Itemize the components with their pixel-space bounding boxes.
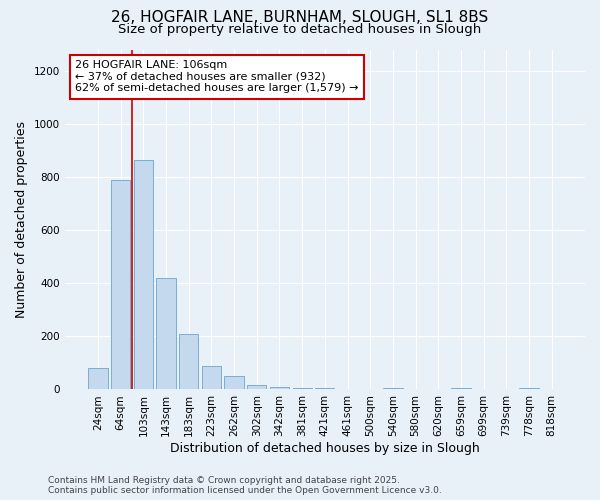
Bar <box>338 389 357 390</box>
Bar <box>179 334 199 390</box>
Text: Size of property relative to detached houses in Slough: Size of property relative to detached ho… <box>118 22 482 36</box>
Bar <box>520 388 539 390</box>
Bar <box>383 388 403 390</box>
Bar <box>202 366 221 390</box>
Bar <box>224 376 244 390</box>
Text: Contains HM Land Registry data © Crown copyright and database right 2025.
Contai: Contains HM Land Registry data © Crown c… <box>48 476 442 495</box>
Text: 26, HOGFAIR LANE, BURNHAM, SLOUGH, SL1 8BS: 26, HOGFAIR LANE, BURNHAM, SLOUGH, SL1 8… <box>112 10 488 25</box>
X-axis label: Distribution of detached houses by size in Slough: Distribution of detached houses by size … <box>170 442 480 455</box>
Text: 26 HOGFAIR LANE: 106sqm
← 37% of detached houses are smaller (932)
62% of semi-d: 26 HOGFAIR LANE: 106sqm ← 37% of detache… <box>75 60 359 94</box>
Bar <box>293 388 312 390</box>
Bar <box>88 368 107 390</box>
Bar <box>270 387 289 390</box>
Bar <box>315 388 334 390</box>
Bar <box>451 388 470 390</box>
Y-axis label: Number of detached properties: Number of detached properties <box>15 121 28 318</box>
Bar <box>157 278 176 390</box>
Bar <box>134 160 153 390</box>
Bar <box>247 386 266 390</box>
Bar <box>111 180 130 390</box>
